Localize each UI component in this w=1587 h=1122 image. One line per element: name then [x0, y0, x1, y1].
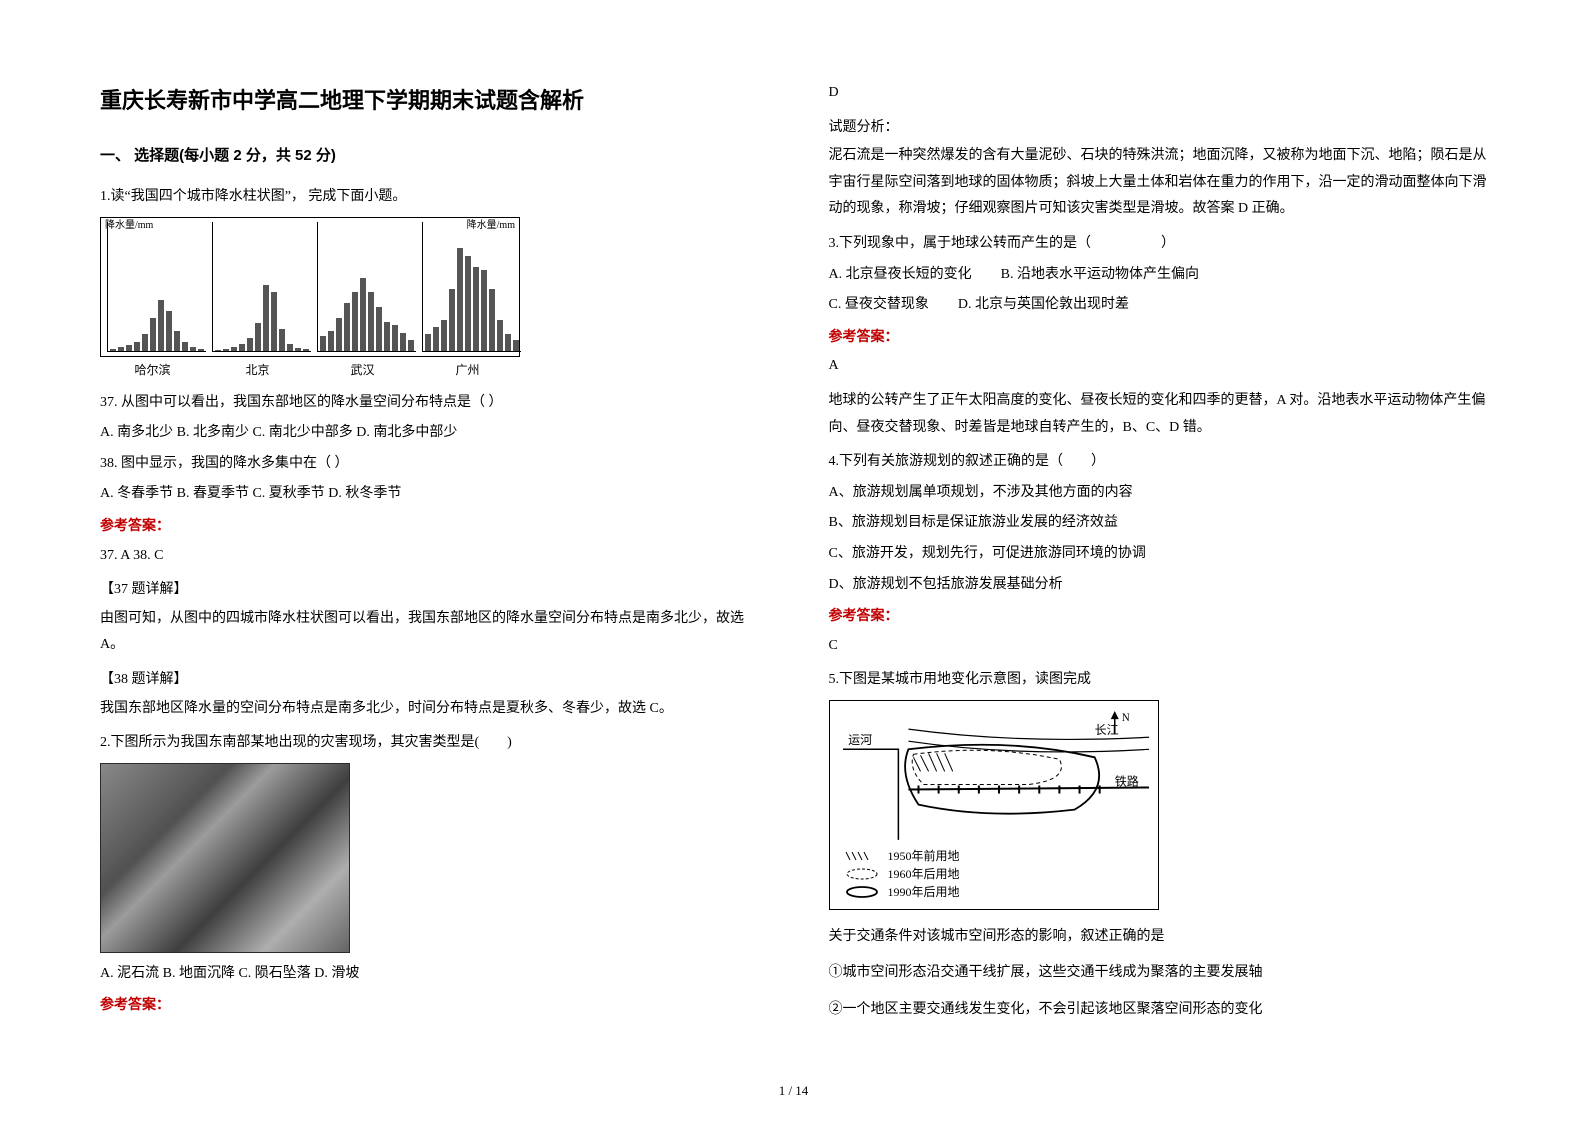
- q5-substem: 关于交通条件对该城市空间形态的影响，叙述正确的是: [829, 924, 1488, 951]
- q3-optA: A. 北京昼夜长短的变化: [829, 267, 972, 282]
- q3-opts-ab: A. 北京昼夜长短的变化 B. 沿地表水平运动物体产生偏向: [829, 262, 1488, 289]
- q1-exp37-title: 【37 题详解】: [100, 577, 759, 604]
- q1-stem: 1.读“我国四个城市降水柱状图”， 完成下面小题。: [100, 184, 759, 211]
- q1-37-stem: 37. 从图中可以看出，我国东部地区的降水量空间分布特点是（ ）: [100, 390, 759, 417]
- q1-38-opts: A. 冬春季节 B. 春夏季节 C. 夏秋季节 D. 秋冬季节: [100, 481, 759, 508]
- legend-1960: 1960年后用地: [888, 865, 960, 883]
- mini-chart: [107, 222, 206, 352]
- answer-label: 参考答案：: [829, 602, 1488, 629]
- q1-chart: 降水量/mm 降水量/mm 哈尔滨北京武汉广州: [100, 217, 759, 382]
- q3-optD: D. 北京与英国伦敦出现时差: [958, 297, 1129, 312]
- answer-label: 参考答案：: [100, 991, 759, 1018]
- q2-stem: 2.下图所示为我国东南部某地出现的灾害现场，其灾害类型是( ): [100, 730, 759, 757]
- q5-opt2: ②一个地区主要交通线发生变化，不会引起该地区聚落空间形态的变化: [829, 997, 1488, 1024]
- q2-exp-title: 试题分析：: [829, 115, 1488, 142]
- chart-city-label: 武汉: [310, 359, 415, 382]
- map-legend: 1950年前用地 1960年后用地 1990年后用地: [842, 847, 960, 901]
- chart-city-label: 广州: [415, 359, 520, 382]
- q4-optA: A、旅游规划属单项规划，不涉及其他方面的内容: [829, 480, 1488, 507]
- map-river-label: 长江: [1094, 723, 1118, 737]
- q4-optB: B、旅游规划目标是保证旅游业发展的经济效益: [829, 510, 1488, 537]
- q2-exp: 泥石流是一种突然爆发的含有大量泥砂、石块的特殊洪流；地面沉降，又被称为地面下沉、…: [829, 143, 1488, 223]
- legend-1990: 1990年后用地: [888, 883, 960, 901]
- doc-title: 重庆长寿新市中学高二地理下学期期末试题含解析: [100, 80, 759, 122]
- q3-stem: 3.下列现象中，属于地球公转而产生的是（ ）: [829, 231, 1488, 258]
- answer-label: 参考答案：: [829, 323, 1488, 350]
- map-canal-label: 运河: [848, 733, 872, 747]
- answer-label: 参考答案：: [100, 512, 759, 539]
- q1-answer: 37. A 38. C: [100, 543, 759, 570]
- q1-exp38: 我国东部地区降水量的空间分布特点是南多北少，时间分布特点是夏秋多、冬春少，故选 …: [100, 696, 759, 723]
- mini-chart: [422, 222, 521, 352]
- q4-optD: D、旅游规划不包括旅游发展基础分析: [829, 572, 1488, 599]
- chart-city-label: 哈尔滨: [100, 359, 205, 382]
- q3-exp: 地球的公转产生了正午太阳高度的变化、昼夜长短的变化和四季的更替，A 对。沿地表水…: [829, 388, 1488, 441]
- q1-38-stem: 38. 图中显示，我国的降水多集中在（ ）: [100, 451, 759, 478]
- q5-opt1: ①城市空间形态沿交通干线扩展，这些交通干线成为聚落的主要发展轴: [829, 960, 1488, 987]
- q2-answer: D: [829, 80, 1488, 107]
- q3-opts-cd: C. 昼夜交替现象 D. 北京与英国伦敦出现时差: [829, 292, 1488, 319]
- q3-optC: C. 昼夜交替现象: [829, 297, 929, 312]
- q3-optB: B. 沿地表水平运动物体产生偏向: [1001, 267, 1199, 282]
- q5-map: N 运河 长江 铁路: [829, 700, 1488, 910]
- map-rail-label: 铁路: [1114, 773, 1138, 788]
- legend-1950: 1950年前用地: [888, 847, 960, 865]
- q5-stem: 5.下图是某城市用地变化示意图，读图完成: [829, 667, 1488, 694]
- map-svg: N 运河 长江 铁路: [838, 709, 1150, 840]
- q4-answer: C: [829, 633, 1488, 660]
- q1-exp37: 由图可知，从图中的四城市降水柱状图可以看出，我国东部地区的降水量空间分布特点是南…: [100, 606, 759, 659]
- q2-photo: [100, 763, 759, 953]
- mini-chart: [212, 222, 311, 352]
- chart-city-label: 北京: [205, 359, 310, 382]
- q1-37-opts: A. 南多北少 B. 北多南少 C. 南北少中部多 D. 南北多中部少: [100, 420, 759, 447]
- q2-opts: A. 泥石流 B. 地面沉降 C. 陨石坠落 D. 滑坡: [100, 961, 759, 988]
- section-heading: 一、 选择题(每小题 2 分，共 52 分): [100, 142, 759, 171]
- north-label: N: [1121, 712, 1129, 724]
- page-number: 1 / 14: [0, 1079, 1587, 1104]
- q1-exp38-title: 【38 题详解】: [100, 667, 759, 694]
- q4-optC: C、旅游开发，规划先行，可促进旅游同环境的协调: [829, 541, 1488, 568]
- q4-stem: 4.下列有关旅游规划的叙述正确的是（ ）: [829, 449, 1488, 476]
- q3-answer: A: [829, 353, 1488, 380]
- mini-chart: [317, 222, 416, 352]
